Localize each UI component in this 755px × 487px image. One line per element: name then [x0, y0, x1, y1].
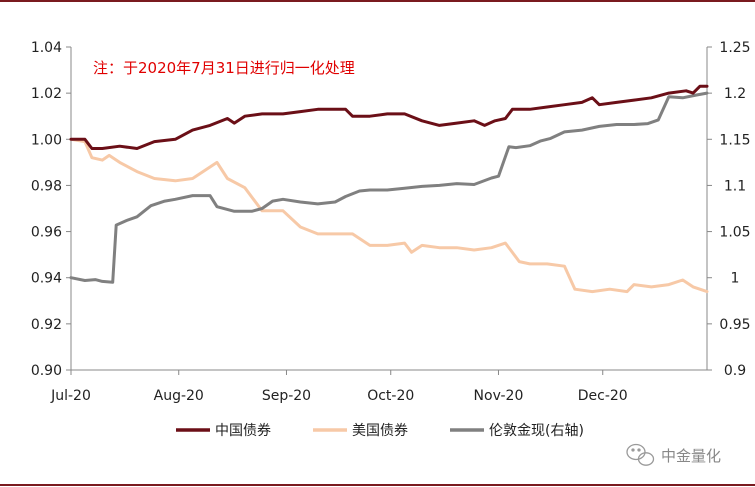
- y-left-tick-label: 0.96: [31, 225, 62, 241]
- y-right-tick-label: 0.95: [719, 317, 750, 333]
- y-right-tick-label: 1.25: [719, 40, 750, 56]
- series-line-london-gold: [69, 91, 709, 284]
- x-tick-label: Oct-20: [367, 388, 414, 404]
- y-left-tick-label: 1.04: [31, 40, 62, 56]
- y-right-tick-label: 1.2: [724, 86, 746, 102]
- y-right-tick-label: 1: [731, 271, 740, 287]
- y-left-tick-label: 1.00: [31, 132, 62, 148]
- y-left-tick-label: 0.94: [31, 271, 62, 287]
- y-right-tick-label: 0.9: [724, 363, 746, 379]
- series-line-china-bond: [69, 84, 709, 150]
- y-right-tick-label: 1.1: [724, 178, 746, 194]
- y-right-tick-label: 1.15: [719, 132, 750, 148]
- x-tick-label: Dec-20: [578, 388, 628, 404]
- watermark-text: 中金量化: [661, 447, 721, 465]
- y-left-tick-label: 1.02: [31, 86, 62, 102]
- wechat-icon: [626, 443, 655, 466]
- plot-area: [69, 84, 709, 294]
- y-left-tick-label: 0.92: [31, 317, 62, 333]
- axes: 0.90 0.92 0.94 0.96 0.98 1.00 1.02 1.04 0.9 0.95 1…: [31, 40, 751, 404]
- legend-label-china-bond: 中国债券: [215, 423, 271, 439]
- x-tick-label: Nov-20: [474, 388, 524, 404]
- y-left-tick-label: 0.98: [31, 178, 62, 194]
- y-right-tick-label: 1.05: [719, 225, 750, 241]
- x-tick-label: Jul-20: [50, 388, 91, 404]
- series-line-us-bond: [69, 137, 709, 294]
- normalization-note: 注：于2020年7月31日进行归一化处理: [93, 59, 355, 77]
- x-tick-label: Aug-20: [154, 388, 204, 404]
- y-left-tick-label: 0.90: [31, 363, 62, 379]
- legend-label-us-bond: 美国债券: [352, 423, 408, 439]
- legend-label-london-gold: 伦敦金现(右轴): [489, 423, 584, 439]
- x-tick-label: Sep-20: [262, 388, 311, 404]
- legend: 中国债券 美国债券 伦敦金现(右轴): [176, 423, 584, 439]
- watermark: 中金量化: [626, 443, 721, 466]
